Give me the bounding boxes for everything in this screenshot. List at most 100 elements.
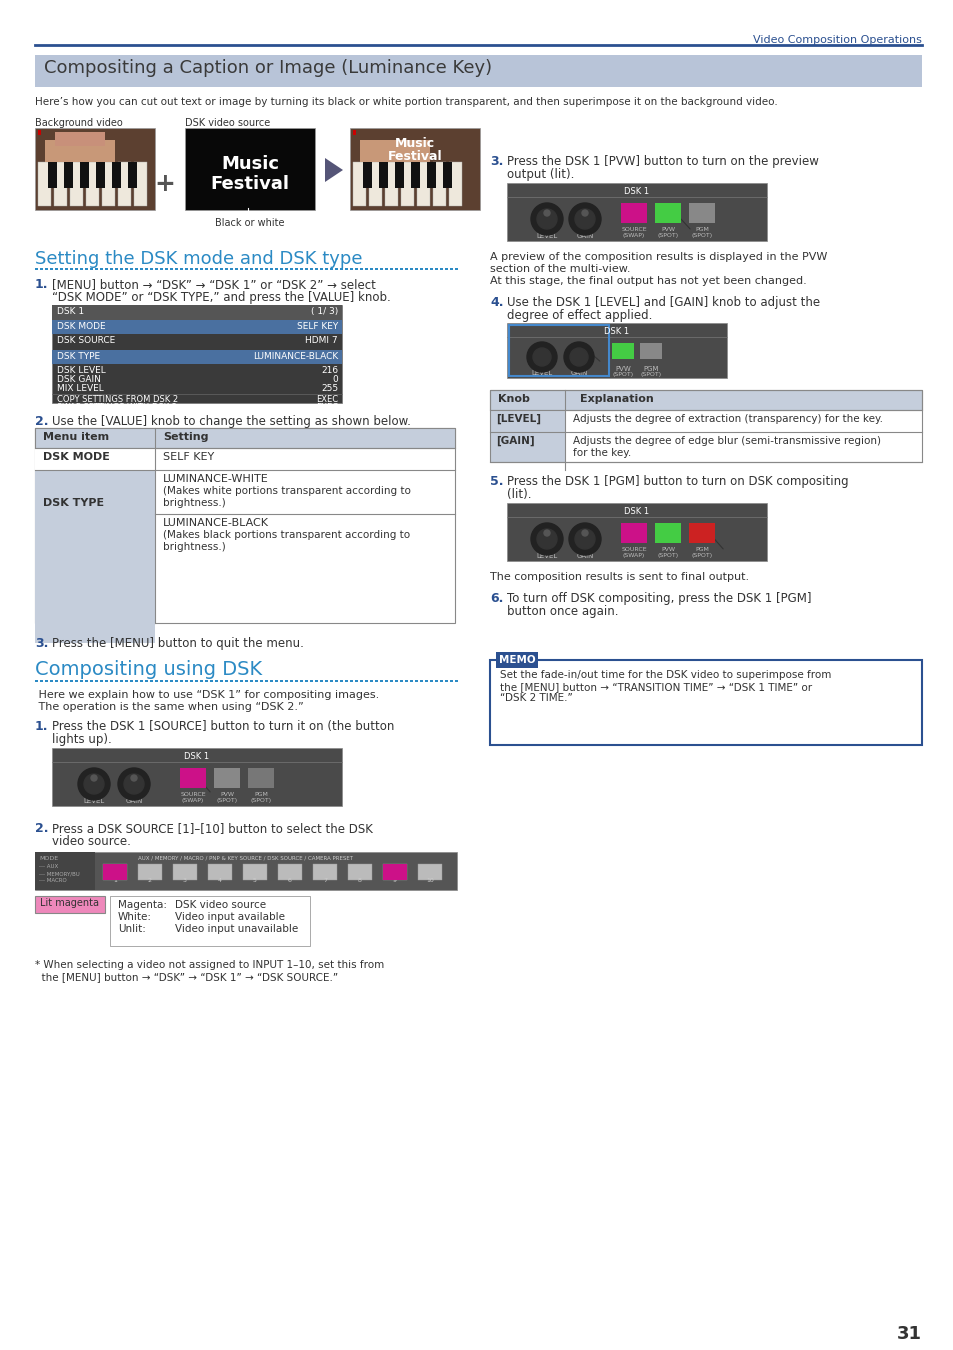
Text: (SPOT): (SPOT) xyxy=(251,798,272,803)
Bar xyxy=(280,680,283,682)
Circle shape xyxy=(563,342,594,373)
Text: DSK 1: DSK 1 xyxy=(624,188,649,196)
Text: GAIN: GAIN xyxy=(576,554,593,559)
Bar xyxy=(214,680,218,682)
Bar xyxy=(40,269,43,270)
Bar xyxy=(150,680,152,682)
Text: 2: 2 xyxy=(148,878,152,883)
Bar xyxy=(370,680,373,682)
Text: 5: 5 xyxy=(253,878,256,883)
Circle shape xyxy=(118,768,150,801)
Bar xyxy=(335,680,337,682)
Text: To turn off DSK compositing, press the DSK 1 [PGM]: To turn off DSK compositing, press the D… xyxy=(506,593,811,605)
Bar xyxy=(439,680,442,682)
Bar xyxy=(274,269,277,270)
Text: Press the DSK 1 [SOURCE] button to turn it on (the button: Press the DSK 1 [SOURCE] button to turn … xyxy=(52,720,394,733)
Text: SELF KEY: SELF KEY xyxy=(163,452,214,462)
Bar xyxy=(35,448,154,470)
Bar xyxy=(40,680,43,682)
Bar xyxy=(411,162,419,188)
Bar xyxy=(339,680,343,682)
Text: Press the DSK 1 [PGM] button to turn on DSK compositing: Press the DSK 1 [PGM] button to turn on … xyxy=(506,475,848,487)
Bar xyxy=(655,202,680,223)
Bar xyxy=(439,269,442,270)
Bar xyxy=(103,864,127,880)
Bar xyxy=(174,269,178,270)
Text: button once again.: button once again. xyxy=(506,605,618,618)
Bar xyxy=(339,269,343,270)
Bar xyxy=(35,428,455,448)
Bar xyxy=(254,269,257,270)
Circle shape xyxy=(568,202,600,235)
Bar xyxy=(419,269,422,270)
Bar xyxy=(208,864,232,880)
Circle shape xyxy=(78,768,110,801)
Bar xyxy=(65,269,68,270)
Text: DSK GAIN: DSK GAIN xyxy=(57,375,101,383)
Bar xyxy=(314,680,317,682)
Bar xyxy=(102,162,115,207)
Bar xyxy=(35,852,456,890)
Bar xyxy=(240,680,243,682)
Bar xyxy=(442,162,452,188)
Bar xyxy=(345,269,348,270)
Text: (SPOT): (SPOT) xyxy=(691,234,712,238)
Bar xyxy=(185,269,188,270)
Bar xyxy=(96,162,105,188)
Bar xyxy=(359,680,363,682)
Bar xyxy=(382,864,407,880)
Bar xyxy=(363,162,372,188)
Bar xyxy=(70,680,73,682)
Text: PGM: PGM xyxy=(695,547,708,552)
Bar xyxy=(85,269,88,270)
Bar xyxy=(265,269,268,270)
Text: (Makes black portions transparent according to: (Makes black portions transparent accord… xyxy=(163,531,410,540)
Bar xyxy=(277,864,302,880)
Bar xyxy=(90,269,92,270)
Bar xyxy=(185,128,314,211)
Text: Press the [MENU] button to quit the menu.: Press the [MENU] button to quit the menu… xyxy=(52,637,304,649)
Bar xyxy=(385,269,388,270)
Bar xyxy=(230,269,233,270)
Text: 5.: 5. xyxy=(490,475,503,487)
Text: Press a DSK SOURCE [1]–[10] button to select the DSK: Press a DSK SOURCE [1]–[10] button to se… xyxy=(52,822,373,836)
Text: 1.: 1. xyxy=(35,278,49,292)
Text: Setting the DSK mode and DSK type: Setting the DSK mode and DSK type xyxy=(35,250,362,269)
Circle shape xyxy=(543,211,550,216)
Bar xyxy=(140,680,143,682)
Bar xyxy=(444,680,448,682)
Text: 0: 0 xyxy=(332,375,337,383)
Bar xyxy=(290,269,293,270)
Text: Music: Music xyxy=(395,136,435,150)
Polygon shape xyxy=(325,158,343,182)
Bar xyxy=(355,680,357,682)
Bar xyxy=(245,269,248,270)
Bar xyxy=(359,269,363,270)
Bar xyxy=(419,680,422,682)
Text: LEVEL: LEVEL xyxy=(531,370,552,377)
Text: At this stage, the final output has not yet been changed.: At this stage, the final output has not … xyxy=(490,275,806,286)
Text: LUMINANCE-WHITE: LUMINANCE-WHITE xyxy=(163,474,269,485)
Text: (SPOT): (SPOT) xyxy=(639,373,660,377)
Text: section of the multi-view.: section of the multi-view. xyxy=(490,265,630,274)
Text: Adjusts the degree of extraction (transparency) for the key.: Adjusts the degree of extraction (transp… xyxy=(573,414,882,424)
Circle shape xyxy=(533,348,551,366)
Bar xyxy=(305,269,308,270)
Text: --- AUX: --- AUX xyxy=(39,864,58,869)
Text: for the key.: for the key. xyxy=(573,448,631,458)
Bar xyxy=(415,680,417,682)
Bar xyxy=(205,269,208,270)
Bar xyxy=(145,269,148,270)
Bar xyxy=(50,680,53,682)
Circle shape xyxy=(531,202,562,235)
Bar xyxy=(490,432,564,462)
Text: video source.: video source. xyxy=(52,836,131,848)
Bar xyxy=(260,269,263,270)
Text: (SWAP): (SWAP) xyxy=(622,554,644,558)
Bar xyxy=(270,269,273,270)
Text: PGM: PGM xyxy=(642,366,659,373)
Bar xyxy=(52,350,341,365)
Bar xyxy=(365,269,368,270)
Bar xyxy=(75,680,78,682)
Text: DSK MODE: DSK MODE xyxy=(57,323,106,331)
